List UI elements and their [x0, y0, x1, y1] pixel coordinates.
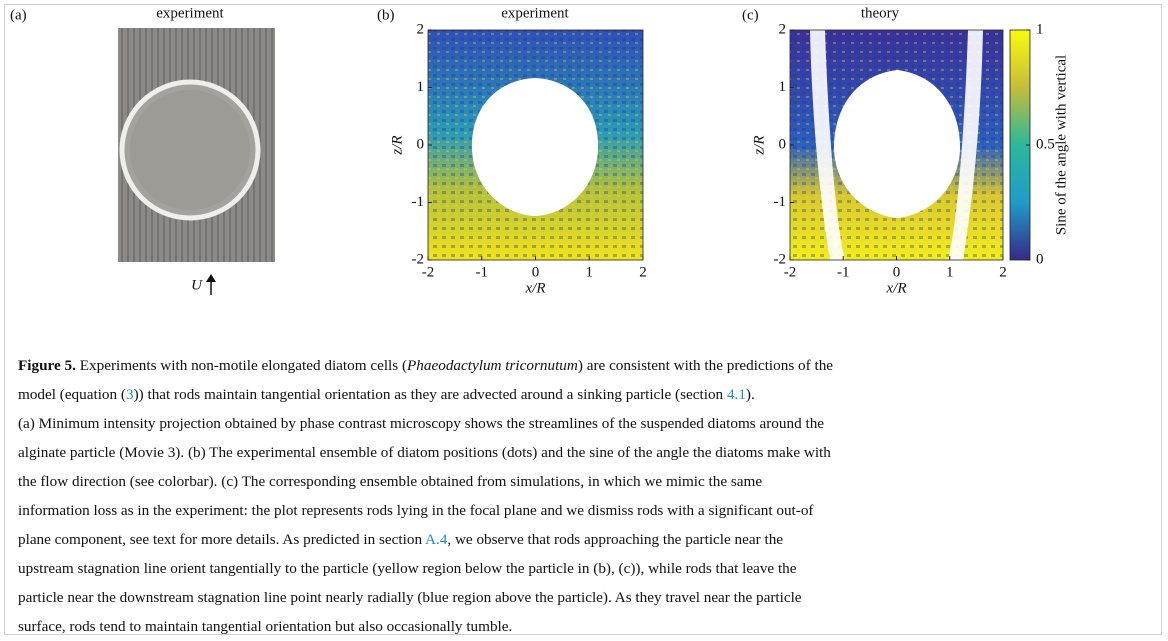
caption-text: Figure 5. — [18, 357, 76, 374]
x-tick-label: 2 — [639, 264, 647, 280]
caption-text: , we observe that rods approaching the p… — [447, 531, 784, 548]
y-tick-label: 0 — [779, 136, 787, 152]
caption-line: surface, rods tend to maintain tangentia… — [18, 618, 512, 636]
x-tick-label: 1 — [586, 264, 594, 280]
x-tick-label: -1 — [476, 264, 489, 280]
reference-link[interactable]: 3 — [125, 386, 134, 403]
caption-line: Figure 5. Experiments with non-motile el… — [18, 357, 833, 375]
y-tick-label: -1 — [412, 194, 425, 210]
experiment-map — [428, 30, 643, 260]
x-tick-label: 2 — [999, 264, 1007, 280]
flow-label: U — [191, 277, 203, 293]
y-tick-label: -2 — [412, 251, 425, 267]
caption-line: (a) Minimum intensity projection obtaine… — [18, 415, 824, 433]
y-tick-label: 1 — [779, 79, 787, 95]
x-axis-label: x/R — [886, 280, 907, 296]
y-tick-label: -1 — [774, 194, 787, 210]
y-tick-label: 2 — [779, 21, 787, 37]
caption-text: surface, rods tend to maintain tangentia… — [18, 618, 513, 635]
caption-text: model (equation ( — [18, 386, 126, 403]
x-axis-label: x/R — [525, 280, 546, 296]
caption-line: the flow direction (see colorbar). (c) T… — [18, 473, 762, 491]
caption-text: information loss as in the experiment: t… — [18, 502, 814, 519]
colorbar-tick-label: 0.5 — [1036, 136, 1055, 152]
y-tick-label: 1 — [417, 79, 425, 95]
caption-line: information loss as in the experiment: t… — [18, 502, 814, 520]
reference-link[interactable]: A.4 — [425, 531, 448, 548]
reference-link[interactable]: 4.1 — [726, 386, 746, 403]
panel-label: (c) — [742, 7, 759, 23]
caption-text: particle near the downstream stagnation … — [18, 589, 802, 606]
caption-text: alginate particle (Movie 3). (b) The exp… — [18, 444, 831, 461]
x-tick-label: -2 — [422, 264, 435, 280]
colorbar-tick-label: 1 — [1036, 21, 1044, 37]
colorbar-label: Sine of the angle with vertical — [1053, 55, 1069, 235]
caption-line: upstream stagnation line orient tangenti… — [18, 560, 797, 578]
caption-text: ) are consistent with the predictions of… — [577, 357, 834, 374]
caption-line: plane component, see text for more detai… — [18, 531, 783, 549]
theory-map — [790, 30, 1003, 260]
caption-text: Phaeodactylum tricornutum — [407, 357, 578, 374]
y-tick-label: 0 — [417, 136, 425, 152]
caption-text: ). — [745, 386, 755, 403]
x-tick-label: -1 — [837, 264, 850, 280]
caption-line: model (equation (3)) that rods maintain … — [18, 386, 755, 404]
arrowhead — [206, 274, 216, 282]
micrograph — [118, 28, 275, 262]
y-axis-label: z/R — [389, 135, 405, 155]
y-tick-label: -2 — [774, 251, 787, 267]
panel-title: theory — [861, 5, 900, 21]
x-tick-label: 0 — [532, 264, 540, 280]
caption-text: (a) Minimum intensity projection obtaine… — [18, 415, 825, 432]
caption-text: plane component, see text for more detai… — [18, 531, 425, 548]
figure-frame — [4, 4, 1162, 635]
panel-title: experiment — [501, 5, 569, 21]
x-tick-label: 0 — [893, 264, 901, 280]
y-tick-label: 2 — [417, 21, 425, 37]
caption-text: )) that rods maintain tangential orienta… — [133, 386, 727, 403]
figure: (a) experiment U (b) experiment-2 -1 0 1 2-2-… — [10, 5, 1069, 296]
y-axis-label: z/R — [751, 135, 767, 155]
caption-text: upstream stagnation line orient tangenti… — [18, 560, 797, 577]
caption-line: particle near the downstream stagnation … — [18, 589, 802, 607]
x-tick-label: 1 — [946, 264, 954, 280]
panel-title: experiment — [156, 5, 224, 21]
colorbar-tick-label: 0 — [1036, 251, 1044, 267]
caption-text: the flow direction (see colorbar). (c) T… — [18, 473, 763, 490]
panel-label: (b) — [377, 7, 395, 23]
x-tick-label: -2 — [784, 264, 797, 280]
caption-line: alginate particle (Movie 3). (b) The exp… — [18, 444, 831, 462]
panel-label: (a) — [10, 7, 27, 23]
caption-text: Experiments with non-motile elongated di… — [75, 357, 408, 374]
